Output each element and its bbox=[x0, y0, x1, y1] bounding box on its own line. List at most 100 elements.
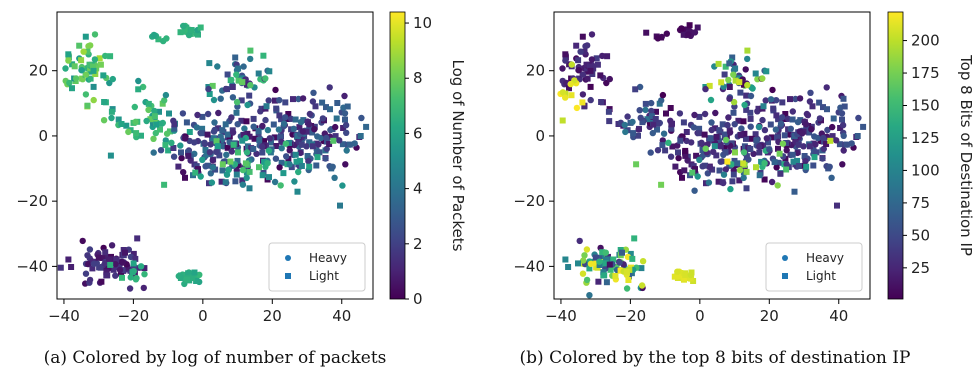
point-light bbox=[747, 146, 754, 152]
point-light bbox=[199, 130, 206, 137]
point-heavy bbox=[247, 55, 254, 63]
point-heavy bbox=[839, 161, 846, 168]
point-heavy bbox=[207, 141, 214, 148]
point-light bbox=[214, 143, 221, 150]
point-heavy bbox=[708, 119, 715, 126]
point-light bbox=[726, 60, 733, 67]
point-light bbox=[266, 68, 273, 75]
point-heavy bbox=[602, 249, 609, 256]
point-light bbox=[255, 131, 262, 138]
point-light bbox=[718, 79, 725, 86]
point-heavy bbox=[87, 42, 94, 49]
point-heavy bbox=[229, 129, 237, 136]
point-light bbox=[638, 265, 645, 272]
point-light bbox=[296, 124, 303, 131]
point-heavy bbox=[840, 147, 847, 154]
point-light bbox=[668, 125, 675, 132]
point-heavy bbox=[225, 166, 232, 173]
legend-light-label: Light bbox=[806, 269, 836, 283]
point-heavy bbox=[228, 148, 235, 155]
point-heavy bbox=[342, 122, 350, 129]
point-heavy bbox=[816, 115, 824, 122]
point-light bbox=[213, 138, 220, 145]
point-heavy bbox=[319, 115, 327, 122]
point-heavy bbox=[271, 178, 279, 186]
point-light bbox=[157, 126, 163, 133]
point-heavy bbox=[262, 75, 269, 82]
colorbar-tick-label: 25 bbox=[911, 259, 930, 277]
point-light bbox=[219, 167, 226, 174]
point-heavy bbox=[787, 125, 794, 132]
point-light bbox=[185, 152, 192, 159]
point-heavy bbox=[839, 122, 847, 129]
point-heavy bbox=[674, 142, 681, 149]
point-heavy bbox=[106, 256, 113, 263]
point-heavy bbox=[707, 96, 715, 104]
panel-a: −40 −20 0 20 40 −40 −20 0 20 Heavy Light 0 2 4 6 8 10 Log… bbox=[16, 11, 467, 368]
point-heavy bbox=[109, 75, 117, 83]
point-heavy bbox=[755, 123, 763, 131]
point-heavy bbox=[234, 121, 241, 128]
point-light bbox=[86, 61, 93, 68]
point-heavy bbox=[794, 118, 802, 126]
point-light bbox=[357, 133, 364, 139]
point-heavy bbox=[205, 85, 212, 93]
point-light bbox=[90, 67, 97, 74]
point-heavy bbox=[243, 174, 250, 182]
point-heavy bbox=[575, 67, 582, 74]
point-light bbox=[747, 115, 754, 122]
point-light bbox=[633, 161, 640, 168]
point-heavy bbox=[66, 79, 73, 87]
point-heavy bbox=[277, 182, 284, 189]
point-light bbox=[721, 144, 728, 151]
colorbar-tick-label: 2 bbox=[413, 235, 423, 253]
point-light bbox=[696, 113, 703, 120]
point-light bbox=[694, 24, 701, 31]
point-light bbox=[130, 260, 137, 267]
point-light bbox=[319, 99, 326, 106]
point-light bbox=[630, 130, 637, 137]
point-light bbox=[294, 188, 301, 195]
point-heavy bbox=[229, 94, 237, 101]
point-light bbox=[732, 149, 738, 156]
point-light bbox=[234, 157, 241, 164]
point-light bbox=[309, 129, 316, 136]
point-light bbox=[297, 157, 304, 164]
point-light bbox=[596, 262, 603, 268]
point-light bbox=[610, 256, 617, 263]
point-heavy bbox=[767, 96, 775, 103]
point-light bbox=[829, 133, 836, 140]
point-heavy bbox=[341, 110, 349, 117]
point-heavy bbox=[250, 123, 257, 130]
point-light bbox=[65, 256, 72, 263]
x-tick-label: −20 bbox=[615, 307, 647, 325]
scatter-points bbox=[57, 22, 370, 292]
point-light bbox=[218, 178, 225, 185]
point-heavy bbox=[177, 142, 184, 149]
point-heavy bbox=[282, 114, 289, 121]
point-light bbox=[232, 178, 239, 185]
point-light bbox=[732, 77, 739, 84]
point-light bbox=[722, 63, 729, 70]
point-light bbox=[97, 61, 104, 68]
point-heavy bbox=[310, 89, 317, 97]
point-light bbox=[122, 249, 128, 256]
point-light bbox=[124, 264, 131, 271]
point-heavy bbox=[691, 111, 698, 119]
point-light bbox=[293, 158, 300, 165]
point-light bbox=[612, 273, 619, 279]
point-light bbox=[171, 121, 178, 128]
point-light bbox=[589, 71, 596, 77]
point-heavy bbox=[341, 92, 348, 100]
point-light bbox=[101, 99, 108, 105]
point-heavy bbox=[180, 22, 187, 30]
point-light bbox=[795, 163, 802, 169]
point-heavy bbox=[323, 145, 330, 153]
colorbar-tick-label: 150 bbox=[911, 97, 940, 115]
point-light bbox=[679, 174, 685, 181]
point-light bbox=[566, 85, 572, 92]
point-light bbox=[811, 154, 818, 161]
point-light bbox=[246, 92, 253, 99]
point-light bbox=[598, 99, 605, 105]
point-heavy bbox=[812, 141, 819, 148]
